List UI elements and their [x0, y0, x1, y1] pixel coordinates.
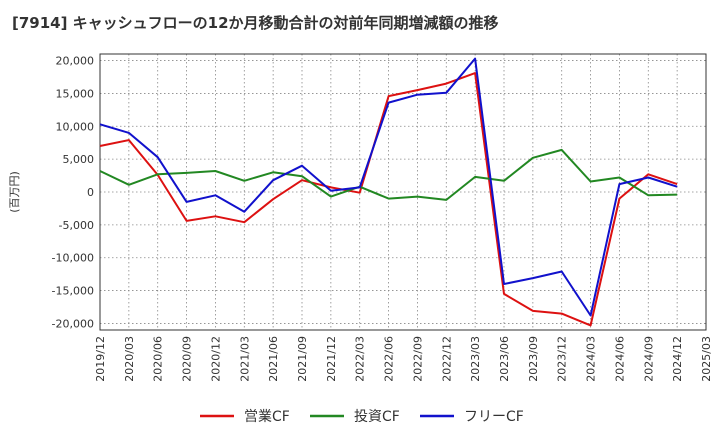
x-tick-label: 2021/09 — [296, 336, 309, 382]
plot-frame — [99, 53, 707, 331]
y-tick-label: -20,000 — [52, 317, 94, 330]
series-lines — [99, 57, 678, 327]
x-tick-label: 2020/09 — [181, 336, 194, 382]
x-tick-label: 2024/06 — [613, 336, 626, 382]
x-tick-label: 2022/09 — [411, 336, 424, 382]
x-tick-label: 2023/09 — [527, 336, 540, 382]
axes: 20,000 15,000 10,000 5,000 0 -5,000 -10,000 -15… — [52, 53, 713, 382]
x-tick-label: 2020/03 — [123, 336, 136, 382]
x-tick-label: 2021/12 — [325, 336, 338, 382]
y-tick-label: -5,000 — [59, 219, 94, 232]
series-line-フリーCF — [99, 57, 678, 317]
chart-title: [7914] キャッシュフローの12か月移動合計の対前年同期増減額の推移 — [12, 14, 499, 32]
series-line-営業CF — [99, 72, 678, 327]
legend: 営業CF 投資CF フリーCF — [200, 409, 524, 425]
y-tick-label: -15,000 — [52, 285, 94, 298]
legend-label: 営業CF — [244, 409, 290, 425]
legend-label: 投資CF — [354, 409, 400, 425]
y-tick-label: 5,000 — [63, 153, 95, 166]
x-tick-label: 2023/06 — [498, 336, 511, 382]
x-tick-label: 2023/03 — [469, 336, 482, 382]
grid — [99, 54, 707, 330]
x-tick-label: 2022/12 — [440, 336, 453, 382]
x-tick-label: 2024/09 — [642, 336, 655, 382]
legend-label: フリーCF — [464, 409, 524, 425]
x-tick-label: 2022/06 — [383, 336, 396, 382]
series-line-投資CF — [99, 148, 678, 201]
x-tick-label: 2021/03 — [238, 336, 251, 382]
x-tick-label: 2019/12 — [94, 336, 107, 382]
y-tick-label: 15,000 — [56, 87, 95, 100]
y-tick-label: 0 — [87, 186, 94, 199]
x-tick-label: 2020/12 — [209, 336, 222, 382]
y-tick-label: 10,000 — [56, 120, 95, 133]
x-tick-label: 2022/03 — [354, 336, 367, 382]
x-tick-label: 2021/06 — [267, 336, 280, 382]
x-tick-label: 2024/12 — [671, 336, 684, 382]
x-tick-label: 2023/12 — [556, 336, 569, 382]
y-axis-label: (百万円) — [8, 171, 21, 213]
y-tick-label: 20,000 — [56, 55, 95, 68]
x-tick-label: 2025/03 — [700, 336, 713, 382]
x-tick-label: 2020/06 — [152, 336, 165, 382]
x-tick-label: 2024/03 — [585, 336, 598, 382]
y-tick-label: -10,000 — [52, 252, 94, 265]
